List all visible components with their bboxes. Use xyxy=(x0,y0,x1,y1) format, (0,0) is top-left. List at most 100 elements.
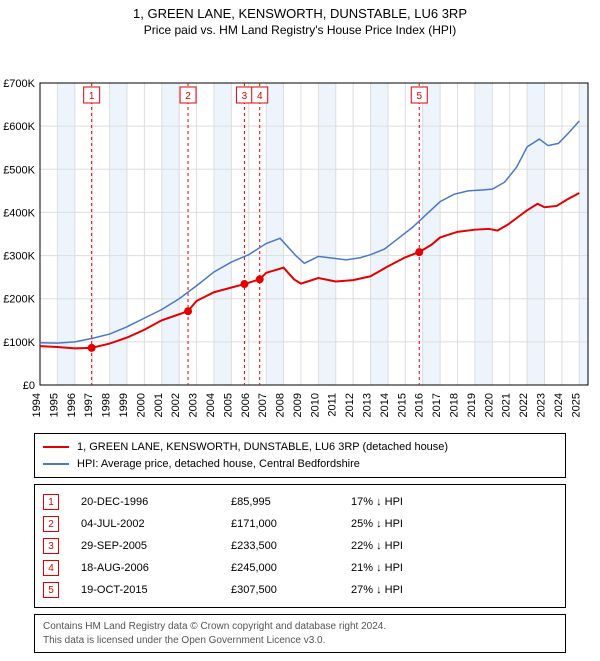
x-tick-label: 1997 xyxy=(83,393,95,417)
transaction-price: £85,995 xyxy=(231,496,351,508)
legend-label: 1, GREEN LANE, KENSWORTH, DUNSTABLE, LU6… xyxy=(77,439,448,456)
y-tick-label: £500K xyxy=(3,164,35,176)
x-tick-label: 2013 xyxy=(362,393,374,417)
marker-dot xyxy=(184,307,192,315)
y-tick-label: £600K xyxy=(3,121,35,133)
marker-dot xyxy=(415,248,423,256)
transactions-table: 1 20-DEC-1996£85,99517% ↓ HPI 2 04-JUL-2002… xyxy=(34,484,566,608)
x-tick-label: 2008 xyxy=(275,393,287,417)
marker-badge-number: 2 xyxy=(185,91,191,102)
x-tick-label: 2024 xyxy=(553,393,565,417)
x-tick-label: 2004 xyxy=(205,393,217,417)
chart-band xyxy=(57,83,74,385)
x-tick-label: 2012 xyxy=(344,393,356,417)
marker-badge-number: 1 xyxy=(89,91,95,102)
x-tick-label: 2019 xyxy=(466,393,478,417)
chart-band xyxy=(527,83,544,385)
x-tick-label: 2020 xyxy=(483,393,495,417)
chart-band xyxy=(475,83,492,385)
x-tick-label: 2007 xyxy=(257,393,269,417)
y-tick-label: £100K xyxy=(3,337,35,349)
transaction-delta: 27% ↓ HPI xyxy=(351,584,461,596)
chart-svg: £0 £100K £200K £300K £400K £500K £600K £700K 199… xyxy=(0,37,600,429)
legend-row: 1, GREEN LANE, KENSWORTH, DUNSTABLE, LU6… xyxy=(43,439,557,456)
footer-attribution: Contains HM Land Registry data © Crown c… xyxy=(34,614,566,653)
transaction-date: 20-DEC-1996 xyxy=(81,496,231,508)
transaction-price: £307,500 xyxy=(231,584,351,596)
transaction-badge: 4 xyxy=(43,560,59,576)
marker-dot xyxy=(88,344,96,352)
marker-badge-number: 4 xyxy=(257,91,263,102)
x-tick-label: 2005 xyxy=(222,393,234,417)
transaction-date: 19-OCT-2015 xyxy=(81,584,231,596)
x-tick-label: 1996 xyxy=(66,393,78,417)
transaction-row: 5 19-OCT-2015£307,50027% ↓ HPI xyxy=(43,579,557,601)
y-tick-label: £700K xyxy=(3,78,35,90)
x-tick-label: 2018 xyxy=(449,393,461,417)
chart-band xyxy=(371,83,388,385)
chart-band xyxy=(214,83,231,385)
x-tick-label: 1994 xyxy=(31,393,43,417)
marker-badge-number: 3 xyxy=(242,91,248,102)
legend-swatch xyxy=(43,463,69,465)
title-line-1: 1, GREEN LANE, KENSWORTH, DUNSTABLE, LU6… xyxy=(0,6,600,21)
marker-dot xyxy=(240,280,248,288)
legend-swatch xyxy=(43,446,69,448)
x-tick-label: 2000 xyxy=(135,393,147,417)
transaction-date: 29-SEP-2005 xyxy=(81,540,231,552)
x-tick-label: 2014 xyxy=(379,393,391,417)
transaction-price: £171,000 xyxy=(231,518,351,530)
x-tick-label: 2021 xyxy=(501,393,513,417)
y-tick-label: £400K xyxy=(3,207,35,219)
transaction-badge: 1 xyxy=(43,494,59,510)
chart-band xyxy=(579,83,588,385)
y-tick-label: £200K xyxy=(3,294,35,306)
transaction-row: 3 29-SEP-2005£233,50022% ↓ HPI xyxy=(43,535,557,557)
transaction-row: 1 20-DEC-1996£85,99517% ↓ HPI xyxy=(43,491,557,513)
y-tick-label: £0 xyxy=(23,380,35,392)
transaction-delta: 21% ↓ HPI xyxy=(351,562,461,574)
page-container: 1, GREEN LANE, KENSWORTH, DUNSTABLE, LU6… xyxy=(0,0,600,653)
x-tick-label: 2009 xyxy=(292,393,304,417)
transaction-date: 18-AUG-2006 xyxy=(81,562,231,574)
x-tick-label: 2006 xyxy=(240,393,252,417)
x-tick-label: 2016 xyxy=(414,393,426,417)
chart-area: £0 £100K £200K £300K £400K £500K £600K £700K 199… xyxy=(0,37,600,429)
legend-box: 1, GREEN LANE, KENSWORTH, DUNSTABLE, LU6… xyxy=(34,433,566,478)
transaction-row: 2 04-JUL-2002£171,00025% ↓ HPI xyxy=(43,513,557,535)
x-tick-label: 2022 xyxy=(518,393,530,417)
chart-band xyxy=(266,83,283,385)
transaction-price: £233,500 xyxy=(231,540,351,552)
transaction-price: £245,000 xyxy=(231,562,351,574)
chart-band xyxy=(318,83,335,385)
transaction-row: 4 18-AUG-2006£245,00021% ↓ HPI xyxy=(43,557,557,579)
title-line-2: Price paid vs. HM Land Registry's House … xyxy=(0,23,600,37)
x-tick-label: 2025 xyxy=(570,393,582,417)
x-tick-label: 1998 xyxy=(101,393,113,417)
transaction-delta: 17% ↓ HPI xyxy=(351,496,461,508)
marker-badge-number: 5 xyxy=(416,91,422,102)
legend-label: HPI: Average price, detached house, Cent… xyxy=(77,456,360,473)
chart-band xyxy=(162,83,179,385)
x-tick-label: 1995 xyxy=(48,393,60,417)
x-tick-label: 2023 xyxy=(536,393,548,417)
transaction-badge: 2 xyxy=(43,516,59,532)
x-tick-label: 2010 xyxy=(309,393,321,417)
x-tick-label: 2001 xyxy=(153,393,165,417)
x-tick-label: 2002 xyxy=(170,393,182,417)
chart-titles: 1, GREEN LANE, KENSWORTH, DUNSTABLE, LU6… xyxy=(0,0,600,37)
y-tick-label: £300K xyxy=(3,251,35,263)
transaction-delta: 25% ↓ HPI xyxy=(351,518,461,530)
marker-dot xyxy=(256,275,264,283)
x-tick-label: 2003 xyxy=(188,393,200,417)
transaction-badge: 5 xyxy=(43,582,59,598)
legend-row: HPI: Average price, detached house, Cent… xyxy=(43,456,557,473)
x-tick-label: 1999 xyxy=(118,393,130,417)
x-tick-label: 2011 xyxy=(327,393,339,417)
transaction-badge: 3 xyxy=(43,538,59,554)
transaction-date: 04-JUL-2002 xyxy=(81,518,231,530)
transaction-delta: 22% ↓ HPI xyxy=(351,540,461,552)
footer-line-2: This data is licensed under the Open Gov… xyxy=(43,634,557,648)
chart-band xyxy=(423,83,440,385)
footer-line-1: Contains HM Land Registry data © Crown c… xyxy=(43,620,557,634)
